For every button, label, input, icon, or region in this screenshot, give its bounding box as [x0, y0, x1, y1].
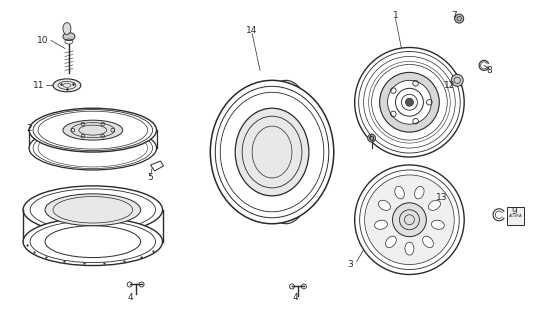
Ellipse shape [379, 200, 390, 210]
Circle shape [405, 98, 413, 106]
Text: 4: 4 [128, 293, 133, 302]
Text: 12: 12 [444, 81, 455, 90]
Text: 2: 2 [26, 124, 32, 132]
Ellipse shape [405, 242, 414, 255]
Text: 14: 14 [246, 26, 258, 35]
Ellipse shape [29, 108, 157, 152]
Ellipse shape [395, 186, 404, 199]
Ellipse shape [45, 226, 141, 258]
Text: 7: 7 [451, 11, 457, 20]
Ellipse shape [385, 236, 396, 248]
Ellipse shape [431, 220, 444, 229]
Ellipse shape [423, 236, 433, 248]
Text: 3: 3 [347, 260, 353, 269]
Circle shape [455, 14, 464, 23]
Ellipse shape [255, 80, 317, 224]
Ellipse shape [45, 194, 141, 226]
Bar [507, 207, 524, 225]
Ellipse shape [375, 220, 388, 229]
Circle shape [354, 165, 464, 275]
Ellipse shape [235, 108, 309, 196]
Text: 6: 6 [368, 133, 375, 143]
Ellipse shape [414, 186, 424, 199]
Ellipse shape [53, 79, 81, 92]
Ellipse shape [428, 200, 441, 210]
Text: 11: 11 [33, 81, 45, 90]
Circle shape [451, 74, 463, 86]
Circle shape [363, 56, 455, 148]
Ellipse shape [29, 126, 157, 170]
Ellipse shape [23, 218, 162, 266]
Ellipse shape [63, 33, 75, 41]
Circle shape [393, 203, 426, 237]
Text: 8: 8 [486, 66, 492, 75]
Text: 1: 1 [393, 11, 398, 20]
Polygon shape [151, 161, 164, 171]
Text: 5: 5 [148, 173, 153, 182]
Text: ACURA: ACURA [508, 214, 522, 218]
Text: 9: 9 [511, 207, 517, 216]
Circle shape [380, 72, 439, 132]
Text: 13: 13 [436, 193, 447, 202]
Circle shape [365, 175, 454, 265]
Ellipse shape [63, 23, 71, 35]
Circle shape [368, 61, 450, 143]
Text: 4: 4 [292, 293, 298, 302]
Circle shape [367, 134, 376, 142]
Text: 10: 10 [38, 36, 49, 45]
Circle shape [358, 52, 460, 153]
Ellipse shape [63, 120, 123, 140]
Circle shape [388, 80, 431, 124]
Ellipse shape [211, 80, 334, 224]
Ellipse shape [23, 186, 162, 234]
Circle shape [354, 47, 464, 157]
